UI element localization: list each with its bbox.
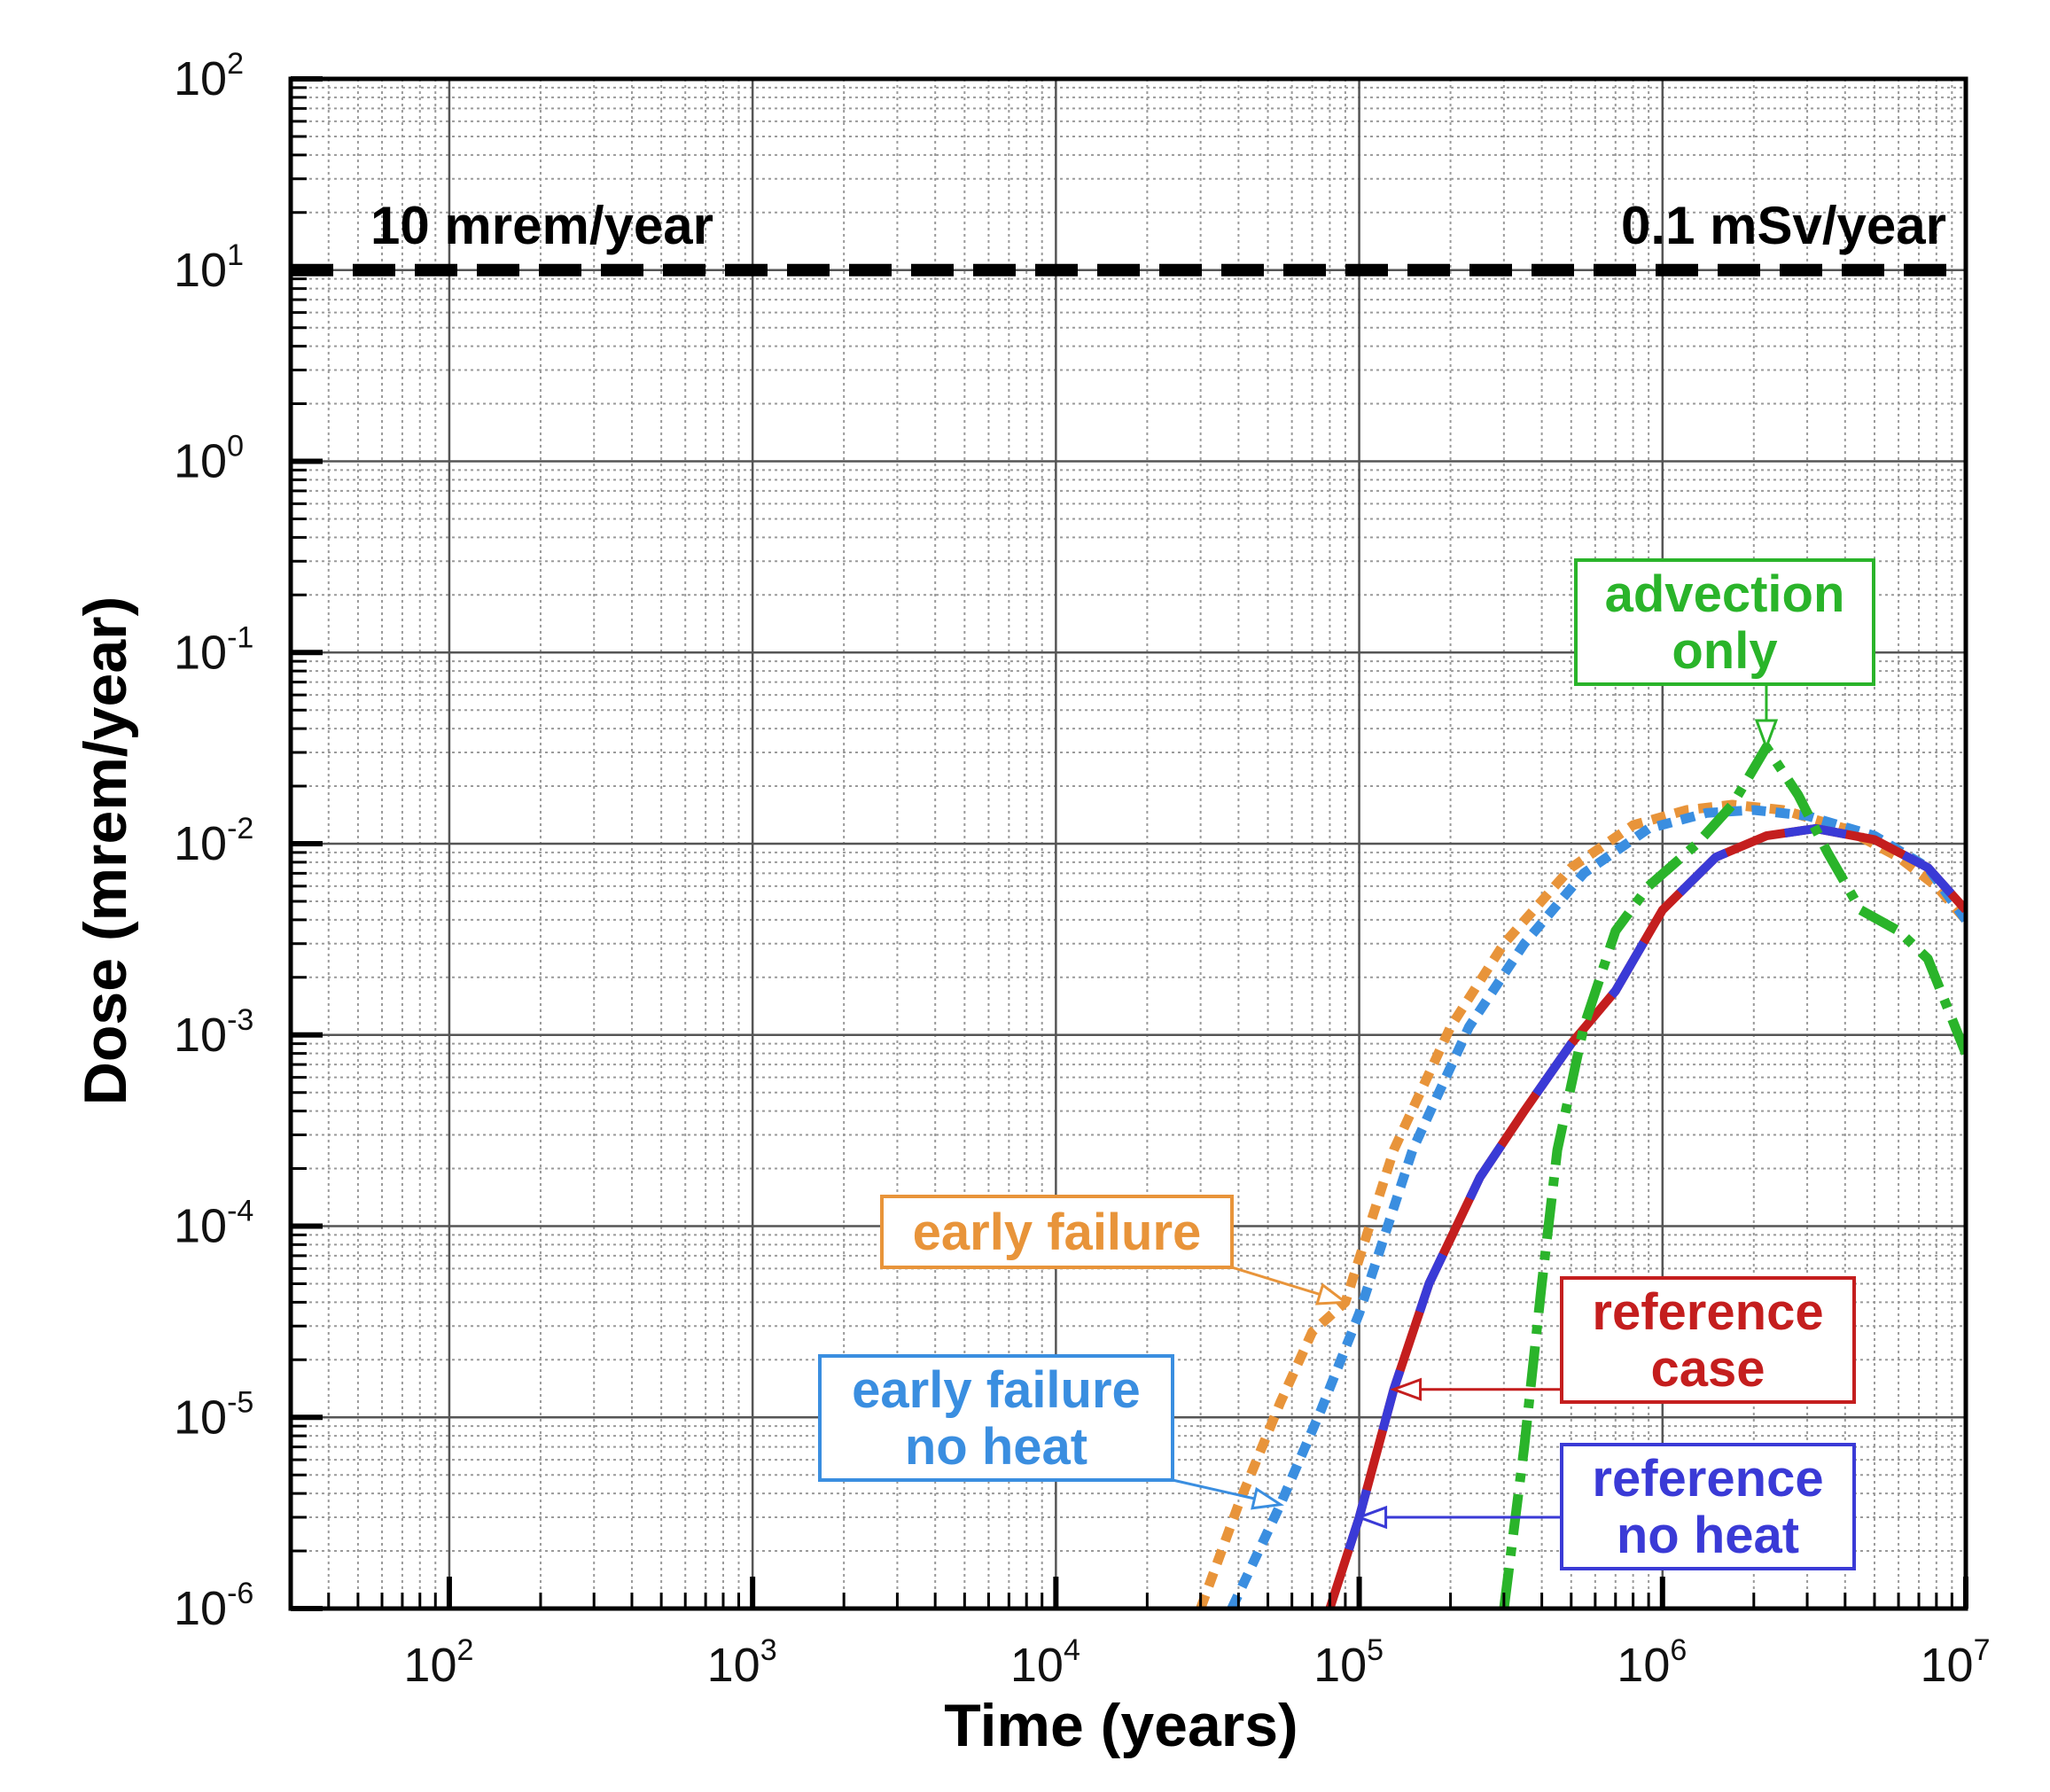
annotation-label: no heat bbox=[1617, 1507, 1799, 1564]
y-tick-label: 10-4 bbox=[174, 1195, 253, 1253]
dose-limit-label-left: 10 mrem/year bbox=[370, 196, 713, 255]
annotation-label: reference bbox=[1592, 1450, 1823, 1508]
series-group bbox=[1196, 742, 1966, 1609]
x-tick-label: 104 bbox=[1010, 1633, 1080, 1692]
dose-limit-label-right: 0.1 mSv/year bbox=[1621, 196, 1946, 255]
y-tick-label: 10-6 bbox=[174, 1577, 253, 1635]
annotation-box bbox=[1574, 558, 1875, 686]
y-tick-label: 10-1 bbox=[174, 620, 253, 679]
annotation-label: early failure bbox=[913, 1204, 1202, 1261]
annotation-label: reference bbox=[1592, 1283, 1823, 1341]
x-axis-title: Time (years) bbox=[944, 1692, 1298, 1759]
x-tick-label: 107 bbox=[1921, 1633, 1991, 1692]
reference-line-group: 10 mrem/year 0.1 mSv/year bbox=[291, 196, 1966, 277]
annotation-box bbox=[880, 1195, 1234, 1269]
annotation-label: early failure bbox=[852, 1361, 1141, 1419]
annotation-box bbox=[1560, 1276, 1856, 1404]
tick-labels: 102 103 104 105 106 107 102 101 100 10-1 10-2 10-3 1… bbox=[174, 47, 1991, 1692]
plot-frame bbox=[288, 76, 1968, 1611]
y-tick-label: 10-2 bbox=[174, 812, 253, 870]
x-tick-label: 103 bbox=[707, 1633, 777, 1692]
annotation-label: only bbox=[1672, 622, 1777, 680]
arrow-icon bbox=[1251, 1486, 1284, 1510]
y-tick-label: 101 bbox=[174, 238, 244, 297]
arrow-icon bbox=[1754, 719, 1779, 752]
series-line-reference-no-heat bbox=[1325, 823, 1966, 1609]
series-line-advection-only bbox=[1499, 742, 1966, 1609]
arrow-icon bbox=[1390, 1377, 1423, 1401]
annotation-label: no heat bbox=[905, 1418, 1087, 1476]
x-tick-label: 102 bbox=[403, 1633, 473, 1692]
y-tick-label: 10-3 bbox=[174, 1003, 253, 1062]
x-tick-label: 106 bbox=[1617, 1633, 1687, 1692]
x-tick-label: 105 bbox=[1313, 1633, 1384, 1692]
y-tick-label: 10-5 bbox=[174, 1385, 253, 1444]
y-tick-label: 102 bbox=[174, 47, 244, 105]
annotation-box bbox=[818, 1354, 1174, 1482]
annotation-label: case bbox=[1650, 1340, 1765, 1398]
y-axis-title: Dose (mrem/year) bbox=[72, 596, 139, 1105]
annotation-box bbox=[1560, 1443, 1856, 1570]
annotation-label: advection bbox=[1605, 565, 1845, 623]
arrow-icon bbox=[1355, 1505, 1388, 1530]
series-line-early-failure-no-heat bbox=[1227, 805, 1966, 1609]
arrow-icon bbox=[1314, 1282, 1350, 1305]
y-tick-label: 100 bbox=[174, 430, 244, 488]
